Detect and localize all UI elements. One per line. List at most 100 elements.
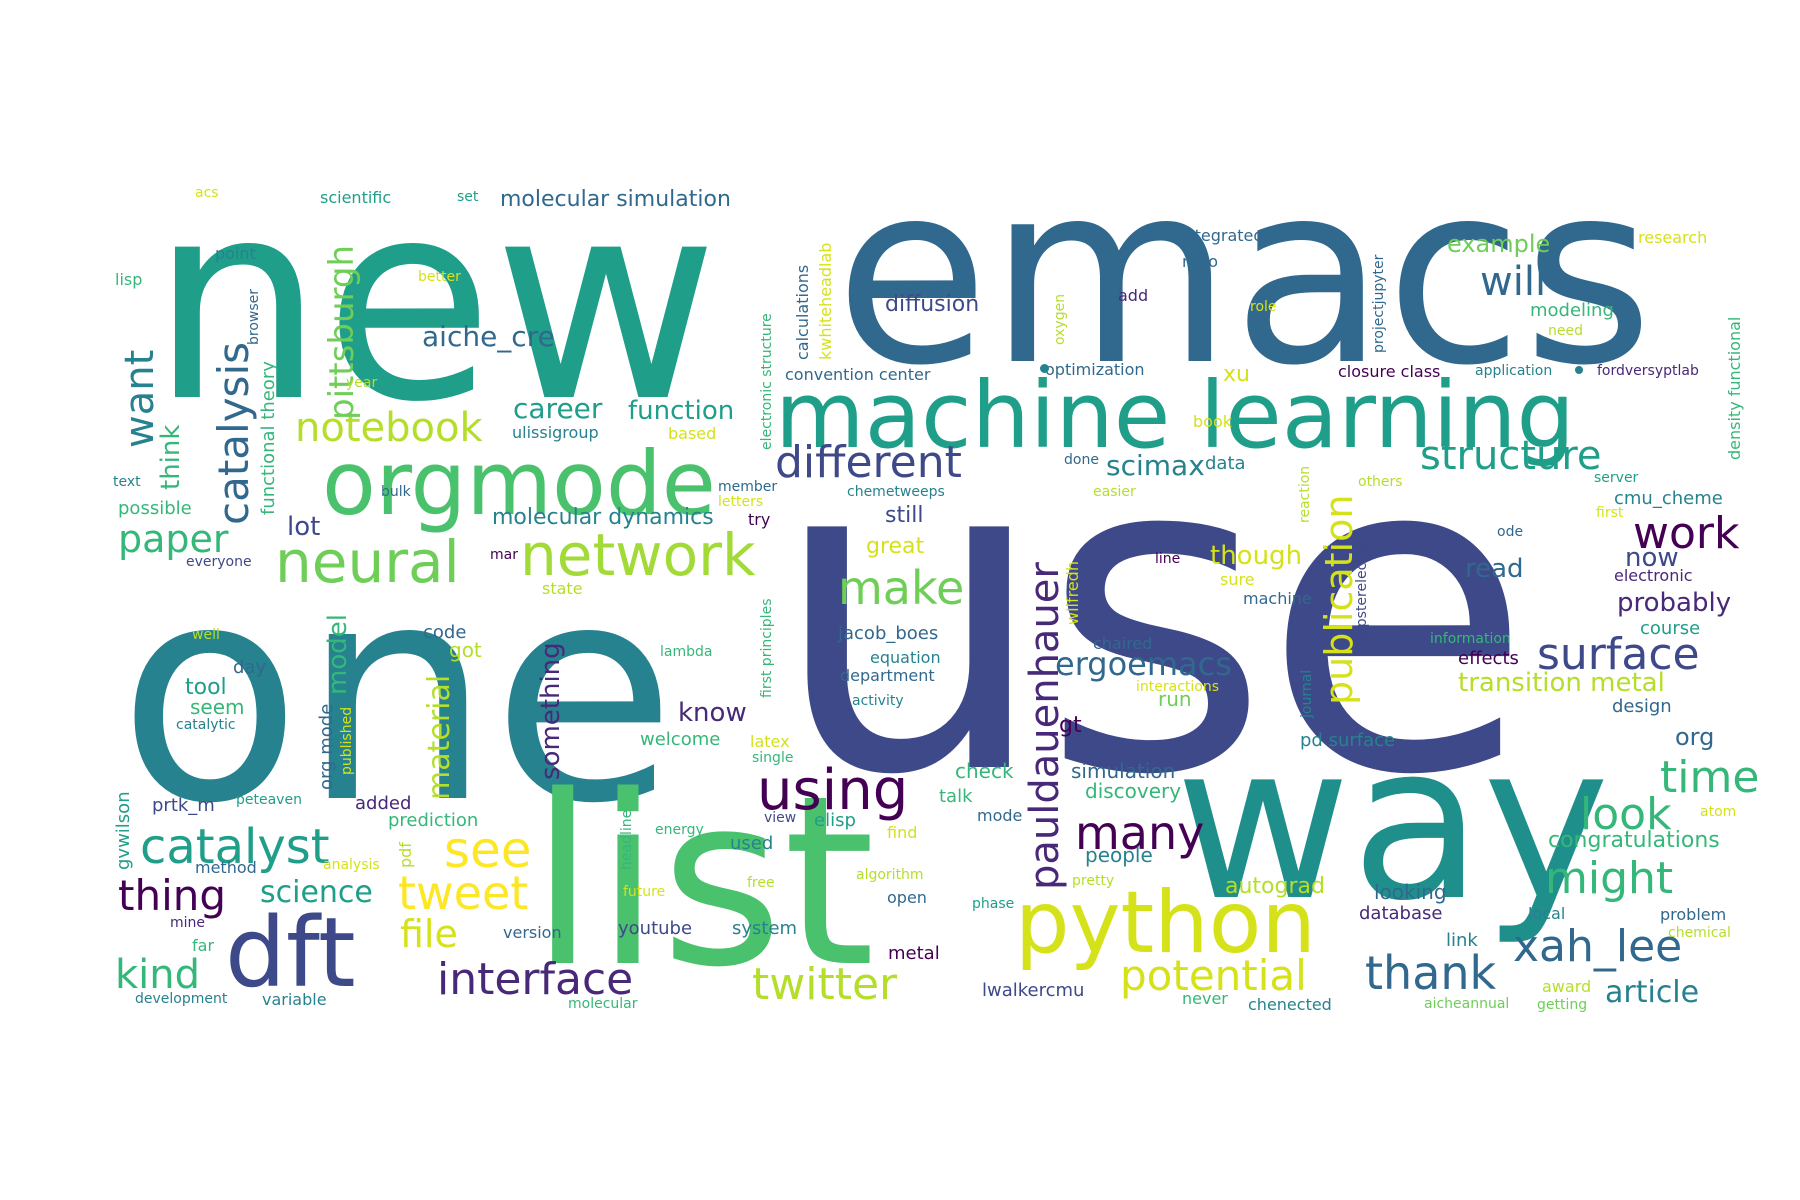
- word-repo: repo: [1182, 252, 1219, 271]
- word-autograd: autograd: [1225, 874, 1325, 899]
- word-analysis: analysis: [323, 857, 380, 873]
- word-hipsterelectron: hipsterelectron: [1354, 534, 1370, 640]
- word-wilfredh: wilfredh: [1063, 561, 1082, 625]
- word-article: article: [1605, 975, 1700, 1010]
- word-function: function: [628, 396, 735, 426]
- word-potential: potential: [1120, 951, 1307, 1000]
- word-welcome: welcome: [640, 729, 721, 750]
- word-course: course: [1640, 618, 1701, 639]
- word-mar: mar: [490, 547, 518, 563]
- word-server: server: [1594, 470, 1639, 486]
- word-headline: headline: [619, 809, 635, 870]
- word-lot: lot: [287, 512, 321, 542]
- word-algorithm: algorithm: [856, 867, 924, 883]
- word-talk: talk: [939, 786, 973, 807]
- word-neural: neural: [275, 528, 460, 596]
- word-data: data: [1205, 453, 1246, 474]
- word-chemetweeps: chemetweeps: [847, 484, 945, 500]
- word-line: line: [1155, 551, 1181, 567]
- word-application: application: [1475, 363, 1553, 379]
- word-catalyst: catalyst: [140, 819, 330, 875]
- word-code: code: [423, 622, 467, 643]
- word-effects: effects: [1458, 648, 1519, 669]
- word-problem: problem: [1660, 905, 1727, 924]
- word-try: try: [748, 510, 771, 529]
- word-know: know: [678, 698, 747, 728]
- word-something: something: [536, 642, 566, 780]
- word-many: many: [1075, 806, 1205, 860]
- word-pd-surface: pd surface: [1300, 730, 1396, 751]
- word-machine-learning: machine learning: [775, 362, 1575, 469]
- word-got: got: [449, 638, 482, 662]
- word-system: system: [732, 918, 798, 939]
- word-set: set: [457, 189, 479, 205]
- word-latex: latex: [750, 732, 790, 751]
- word-way: way: [1175, 697, 1610, 948]
- word-lambda: lambda: [660, 644, 713, 660]
- word-catalysis: catalysis: [209, 342, 258, 525]
- word-new: new: [150, 142, 719, 462]
- word-method: method: [195, 858, 257, 877]
- word-first: first: [1596, 505, 1624, 521]
- word-department: department: [840, 666, 935, 685]
- word-gt: gt: [1059, 713, 1082, 738]
- word-structure: structure: [1420, 433, 1602, 479]
- word-file: file: [400, 912, 458, 956]
- word-phase: phase: [972, 896, 1015, 912]
- word-single: single: [752, 750, 794, 766]
- word-gvwilson: gvwilson: [113, 791, 134, 870]
- word-dft: dft: [225, 897, 356, 1009]
- word-functional-theory: functional theory: [258, 361, 279, 515]
- word-equation: equation: [870, 648, 941, 667]
- word-think: think: [156, 424, 186, 490]
- word-elisp: elisp: [814, 810, 856, 831]
- word-might: might: [1545, 853, 1674, 904]
- word-text: text: [113, 474, 141, 490]
- word-using: using: [757, 758, 909, 823]
- word-interactions: interactions: [1136, 679, 1220, 695]
- word-lisp: lisp: [115, 270, 143, 289]
- word-great: great: [866, 534, 925, 559]
- word-molecular: molecular: [568, 996, 638, 1012]
- word-looking: looking: [1374, 880, 1447, 904]
- word-peteaven: peteaven: [236, 792, 302, 808]
- word-possible: possible: [118, 498, 192, 519]
- word-pdf: pdf: [396, 842, 415, 868]
- word-pittsburgh: pittsburgh: [322, 244, 362, 420]
- word-getting: getting: [1537, 997, 1588, 1013]
- word-jacob-boes: jacob_boes: [838, 623, 939, 644]
- word-ergoemacs: ergoemacs: [1055, 645, 1232, 683]
- word-paper: paper: [118, 517, 229, 561]
- word-integrated: integrated: [1180, 226, 1264, 245]
- word-sure: sure: [1220, 570, 1255, 589]
- word-tool: tool: [185, 675, 227, 700]
- word-orgmode: orgmode: [322, 432, 716, 535]
- word-network: network: [520, 521, 756, 589]
- word-notebook: notebook: [295, 405, 483, 451]
- word-run: run: [1158, 687, 1192, 711]
- word-open: open: [887, 888, 927, 907]
- word-scientific: scientific: [320, 188, 392, 207]
- word-kind: kind: [115, 952, 201, 998]
- word-database: database: [1359, 903, 1443, 924]
- word-seem: seem: [190, 695, 245, 719]
- word-see: see: [444, 821, 532, 879]
- word-work: work: [1633, 508, 1740, 559]
- word-will: will: [1480, 259, 1547, 305]
- word-science: science: [260, 875, 373, 910]
- word-modeling: modeling: [1530, 300, 1614, 321]
- word-research: research: [1638, 228, 1708, 247]
- word-year: year: [346, 375, 378, 391]
- word-org: org: [1675, 723, 1715, 751]
- word-future: future: [623, 884, 666, 900]
- word-browser: browser: [246, 288, 262, 345]
- word-look: look: [1580, 789, 1672, 840]
- word-day: day: [233, 657, 267, 678]
- word-done: done: [1064, 452, 1099, 468]
- word-kwhiteheadlab: kwhiteheadlab: [816, 242, 835, 360]
- word-book: book: [1193, 412, 1232, 431]
- word-optimization: optimization: [1045, 360, 1145, 379]
- word-catalytic: catalytic: [176, 717, 236, 733]
- word-read: read: [1465, 554, 1524, 584]
- word-well: well: [192, 627, 220, 643]
